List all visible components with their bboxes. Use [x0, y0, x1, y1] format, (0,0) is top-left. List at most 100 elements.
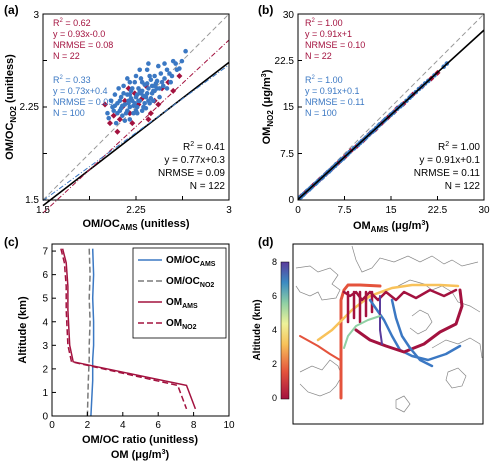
profile-line	[60, 248, 188, 410]
data-point-blue	[183, 48, 188, 54]
b-ytick: 0	[288, 195, 294, 206]
data-point-blue	[134, 92, 140, 97]
profile-line	[90, 248, 95, 417]
panel-d-label: (d)	[258, 235, 273, 249]
data-point-red	[114, 128, 121, 135]
c-legend: OM/OCAMS OM/OCNO2 OMAMS OMNO2	[132, 247, 227, 339]
c-xtick: 8	[191, 420, 197, 431]
data-point-blue	[157, 94, 162, 100]
data-point-blue	[151, 88, 156, 94]
colorbar	[280, 261, 290, 400]
b-nrmse-red: NRMSE = 0.10	[305, 40, 365, 50]
flight-track	[299, 335, 341, 361]
data-point-blue	[138, 76, 144, 81]
data-point-blue	[112, 92, 118, 97]
data-point-blue	[177, 66, 182, 71]
data-point-blue	[148, 77, 154, 83]
b-fit-blue: y = 0.91x+0.1	[305, 86, 360, 96]
c-xlabel-ratio: OM/OC ratio (unitless)	[82, 434, 198, 446]
b-xtick: 30	[478, 205, 490, 216]
data-point-blue	[125, 108, 130, 114]
data-point-red	[170, 87, 177, 94]
legend-omoc-ams: OM/OCAMS	[166, 255, 216, 268]
data-point-blue	[158, 71, 164, 76]
c-ytick: 1	[42, 388, 48, 399]
a-n-blue: N = 100	[53, 108, 85, 118]
data-point-blue	[128, 96, 134, 101]
b-xlabel: OMAMS (μg/m3)	[353, 220, 429, 234]
colorbar-label: Altitude (km)	[252, 299, 263, 360]
a-r2-blue: R2 = 0.33	[53, 75, 91, 85]
b-ylabel: OMNO2 (μg/m3)	[261, 69, 275, 144]
coastline	[295, 265, 341, 301]
a-ytick: 2.25	[20, 102, 40, 113]
flight-track	[316, 283, 460, 342]
a-xlabel: OM/OCAMS (unitless)	[82, 218, 189, 232]
a-nrmse-all: NRMSE = 0.09	[158, 168, 225, 179]
c-ytick: 2	[42, 364, 48, 375]
panel-b: (b) 0 7.5 15 22.5 30 0 7.5 15 22.5 30 OM…	[258, 3, 490, 234]
panel-b-frame	[297, 13, 485, 201]
b-fit-red: y = 0.91x+1	[305, 29, 352, 39]
data-point-blue	[146, 86, 151, 91]
b-xtick: 22.5	[428, 205, 448, 216]
data-point-blue	[146, 61, 151, 66]
data-point-blue	[147, 73, 152, 79]
data-point-red	[110, 112, 117, 119]
b-n-blue: N = 100	[305, 108, 337, 118]
a-xtick: 3	[226, 205, 232, 216]
data-point-blue	[133, 73, 139, 79]
data-point-blue	[127, 79, 133, 85]
data-point-blue	[173, 61, 178, 66]
data-point-blue	[126, 100, 131, 106]
c-xtick: 10	[223, 420, 235, 431]
panel-c-label: (c)	[4, 235, 19, 249]
flight-track	[343, 315, 381, 349]
data-point-blue	[169, 73, 175, 79]
b-n-all: N = 122	[445, 181, 481, 192]
a-stats-red: R2 = 0.62 y = 0.93x-0.0 NRMSE = 0.08 N =…	[53, 18, 113, 61]
a-xtick: 1.5	[36, 205, 50, 216]
data-point-blue	[127, 117, 133, 122]
c-ytick: 5	[42, 294, 48, 305]
flight-track	[368, 298, 462, 362]
data-point-blue	[112, 103, 118, 109]
data-point-red	[106, 120, 113, 127]
legend-om-ams: OMAMS	[166, 297, 198, 310]
colorbar-tick: 4	[272, 325, 277, 335]
panel-a: (a) 1.5 2.25 3 1.5 2.25 3 OM/OCAMS (unit…	[4, 3, 232, 232]
data-point-blue	[117, 98, 123, 104]
flight-track	[379, 295, 383, 345]
data-point-blue	[106, 115, 112, 121]
data-point-blue	[162, 76, 167, 81]
fit-line-black	[297, 29, 485, 200]
data-point-blue	[133, 108, 139, 114]
colorbar-tick: 8	[272, 257, 277, 267]
c-ytick: 4	[42, 317, 48, 328]
data-point-blue	[120, 113, 125, 118]
c-xtick: 2	[85, 420, 91, 431]
b-ytick: 22.5	[275, 56, 295, 67]
colorbar-tick: 0	[272, 393, 277, 403]
data-point-blue	[152, 73, 157, 79]
fit-line-black	[42, 61, 230, 207]
data-point-blue	[159, 79, 165, 85]
data-point-blue	[138, 91, 144, 96]
data-point-blue	[125, 76, 130, 81]
b-nrmse-blue: NRMSE = 0.11	[305, 97, 365, 107]
data-point-blue	[168, 79, 174, 85]
data-point-blue	[144, 67, 150, 73]
data-point-blue	[132, 79, 138, 85]
c-ytick: 3	[42, 341, 48, 352]
data-point-blue	[144, 91, 150, 96]
data-point-blue	[127, 92, 133, 97]
coastline	[445, 367, 467, 389]
a-stats-all: R2 = 0.41 y = 0.77x+0.3 NRMSE = 0.09 N =…	[158, 141, 225, 192]
panel-a-frame	[42, 13, 230, 201]
b-ytick: 15	[283, 102, 295, 113]
a-stats-blue: R2 = 0.33 y = 0.73x+0.4 NRMSE = 0.09 N =…	[53, 75, 113, 118]
b-xtick: 7.5	[338, 205, 352, 216]
c-ytick: 6	[42, 270, 48, 281]
profile-line	[86, 248, 91, 417]
b-r2-blue: R2 = 1.00	[305, 75, 343, 85]
